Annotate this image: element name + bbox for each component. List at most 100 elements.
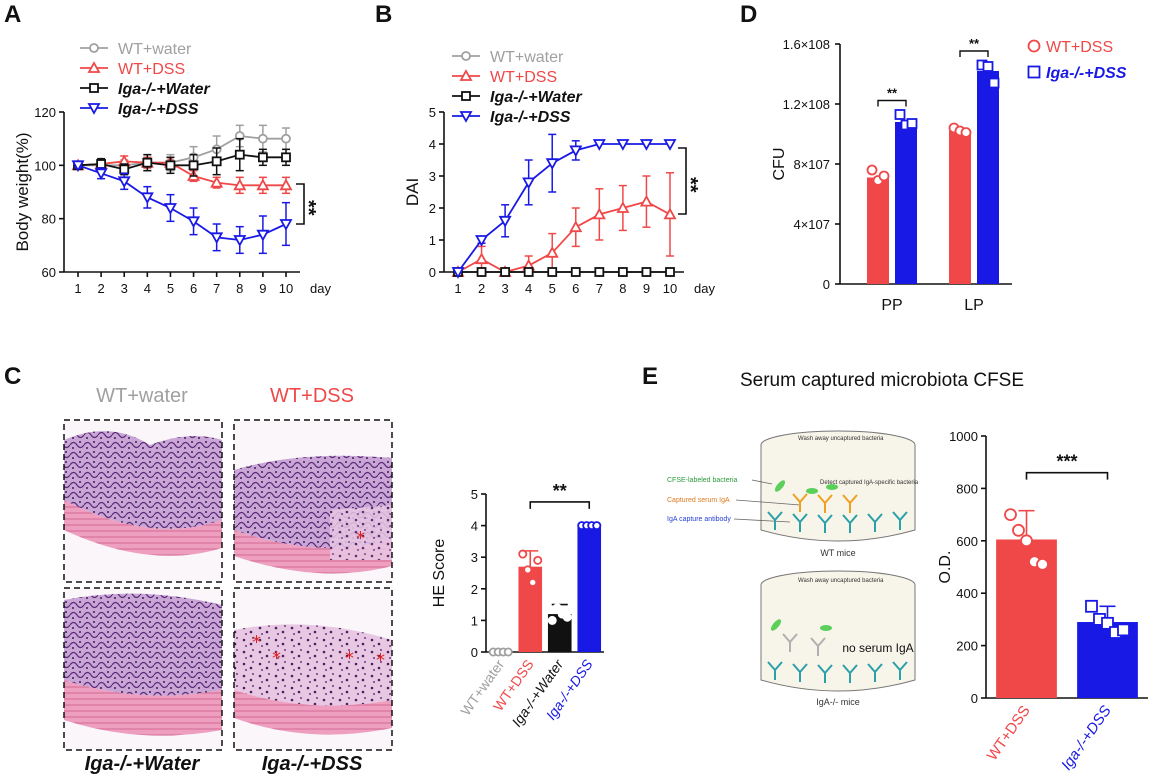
data-point [518,549,528,559]
histology-label-iga-water: Iga-/-+Water [85,753,201,775]
data-point [503,647,513,657]
significance-bracket [678,147,687,215]
data-point [894,109,906,120]
y-tick-label: 0 [429,265,436,280]
x-tick-label: 2 [478,281,485,296]
y-tick-label: 200 [956,639,978,654]
data-point [234,149,245,160]
data-point [1085,599,1098,613]
series-line [77,164,287,241]
significance-bracket [296,183,305,225]
x-tick-label: WT+DSS [984,703,1034,764]
y-tick-label: 5 [471,487,478,502]
y-tick-label: 2 [429,201,436,216]
legend-label: Iga-/-+DSS [118,101,199,118]
legend-marker [87,103,101,115]
data-point [592,139,606,151]
legend-marker [89,83,99,93]
significance-bracket [529,501,591,509]
data-point [878,170,890,182]
significance-label: *** [1056,452,1077,472]
data-point [663,139,677,151]
data-point [663,207,677,220]
schematic-detect-label: Detect captured IgA-specific bacteria [820,480,919,486]
y-tick-label: 600 [956,534,978,549]
x-tick-label: 10 [663,281,677,296]
lesion-marker: * [356,528,365,549]
data-point [592,521,602,531]
data-point [96,159,107,169]
data-point [279,178,293,191]
data-point [1012,523,1025,537]
x-tick-label: LP [964,297,984,314]
panel-label-d: D [740,1,757,28]
y-tick-label: 0 [971,691,978,706]
histology-image-wt-dss: * [233,419,393,583]
y-tick-label: 2 [471,582,478,597]
data-point [256,229,270,242]
x-tick-label: 8 [236,281,243,296]
histology-image-iga-water [63,587,223,751]
series-line [457,143,670,273]
y-tick-label: 4 [429,137,436,152]
data-point [547,615,557,625]
data-point [528,577,538,587]
x-tick-label: 10 [279,281,293,296]
data-point [188,160,199,171]
legend-marker [459,69,473,81]
data-point [140,192,154,205]
significance-label: ** [969,36,980,51]
schematic-serum-label: Captured serum IgA [667,497,730,504]
y-tick-label: 120 [34,105,56,120]
legend-marker [461,91,471,101]
y-tick-label: 60 [42,265,56,280]
data-point [281,152,291,163]
data-point [552,603,562,613]
data-point [451,267,465,279]
data-point [569,145,583,158]
y-axis-label: O.D. [937,551,954,584]
x-axis-label: day [694,281,715,296]
data-point [570,267,581,277]
bar [977,71,999,284]
data-point [257,152,268,163]
y-tick-label: 400 [956,586,978,601]
x-tick-label: 6 [190,281,197,296]
data-point [562,612,572,622]
y-tick-label: 3 [429,169,436,184]
y-tick-label: 3 [471,550,478,565]
data-point [281,133,291,144]
significance-label: ** [553,481,567,501]
legend-marker [1027,39,1041,53]
histology-image-wt-water [63,419,223,583]
data-point [982,61,994,72]
legend-marker [87,61,101,73]
legend-marker [1027,65,1041,79]
data-point [1101,616,1114,630]
y-tick-label: 4 [471,519,478,534]
x-tick-label: 7 [213,281,220,296]
y-tick-label: 4×107 [793,217,830,232]
y-tick-label: 1 [429,233,436,248]
data-point [545,245,559,258]
panel-e-chart: 0 200 400 600 800 1000 O.D. WT+DSS Iga-/-+DSS *** [937,429,1148,773]
data-point [641,267,652,277]
histology-image-iga-dss: * * * * [233,587,393,751]
series-line [77,153,286,171]
bar [895,122,917,284]
data-point [498,215,512,228]
y-tick-label: 800 [956,481,978,496]
series-line [457,200,671,273]
data-point [71,160,85,173]
panel-label-e: E [642,363,658,390]
data-point [165,160,176,171]
y-axis-label: Body weight(%) [13,132,32,251]
data-point [233,235,247,247]
data-point [476,267,487,277]
data-point [665,267,675,277]
y-axis-label: CFU [771,148,788,181]
data-point [523,565,533,575]
significance-label: ** [887,86,898,101]
